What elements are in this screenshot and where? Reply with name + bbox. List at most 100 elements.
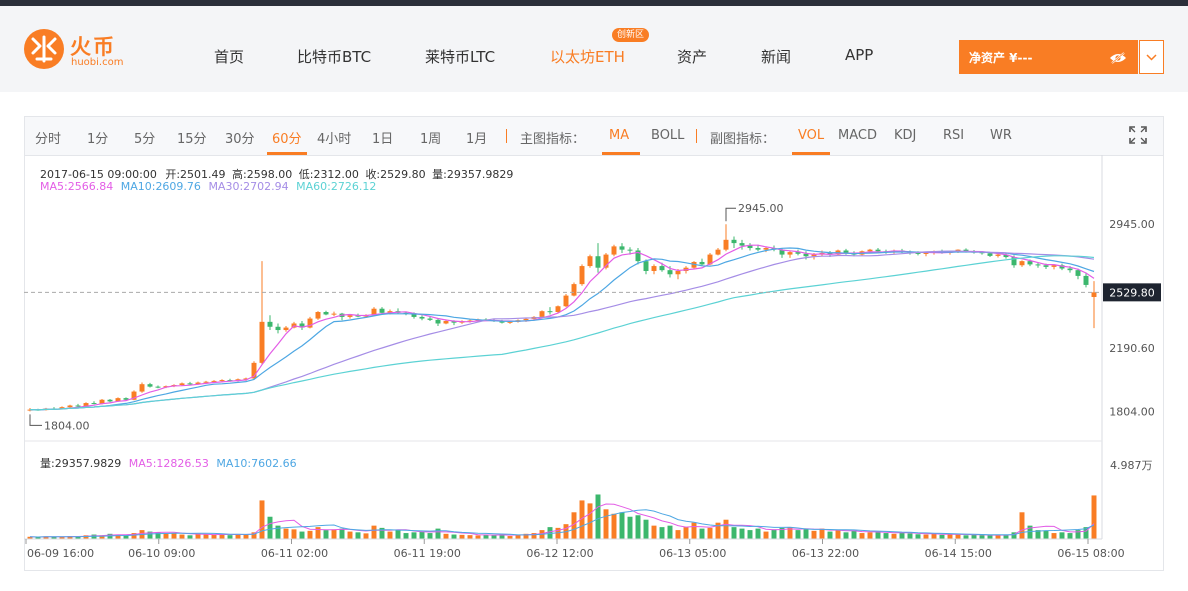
vol-ma5-value: MA5:12826.53 bbox=[128, 457, 209, 470]
period-timeline[interactable]: 分时 bbox=[35, 132, 62, 147]
volume-bar bbox=[371, 525, 377, 539]
candle-body bbox=[275, 326, 281, 331]
volume-bar bbox=[203, 534, 209, 539]
candle-body bbox=[347, 315, 353, 317]
volume-bar bbox=[579, 500, 585, 539]
sub-indicator-kdj[interactable]: KDJ bbox=[894, 128, 917, 143]
nav-app[interactable]: APP bbox=[845, 46, 874, 64]
volume-bar bbox=[83, 535, 89, 539]
candle-body bbox=[195, 382, 201, 385]
min-price-label: 1804.00 bbox=[44, 419, 90, 432]
innovation-zone-badge: 创新区 bbox=[612, 28, 650, 42]
volume-bar bbox=[307, 530, 313, 539]
volume-bar bbox=[803, 529, 809, 539]
candle-body bbox=[243, 378, 249, 380]
candle-body bbox=[75, 405, 81, 407]
volume-bar bbox=[171, 533, 177, 539]
main-indicator-boll[interactable]: BOLL bbox=[651, 128, 685, 143]
volume-bar bbox=[707, 527, 713, 539]
volume-bar bbox=[1051, 533, 1057, 539]
candle-body bbox=[419, 316, 425, 319]
sub-indicator-rsi[interactable]: RSI bbox=[943, 128, 965, 143]
period-5min[interactable]: 5分 bbox=[134, 132, 156, 147]
volume-bar bbox=[411, 532, 417, 539]
period-15min[interactable]: 15分 bbox=[177, 132, 207, 147]
nav-home[interactable]: 首页 bbox=[214, 48, 245, 66]
nav-assets[interactable]: 资产 bbox=[677, 48, 708, 66]
candle-body bbox=[787, 252, 793, 255]
candle-body bbox=[115, 398, 121, 402]
sub-indicator-macd[interactable]: MACD bbox=[838, 128, 877, 143]
volume-bar bbox=[675, 530, 681, 539]
candle-body bbox=[555, 306, 561, 312]
candle-body bbox=[299, 323, 305, 328]
volume-bar bbox=[235, 533, 241, 539]
volume-bar bbox=[155, 532, 161, 539]
period-1day[interactable]: 1日 bbox=[372, 132, 394, 147]
candle-body bbox=[659, 266, 665, 271]
volume-bar bbox=[267, 516, 273, 539]
volume-bar bbox=[1019, 512, 1025, 539]
period-1month[interactable]: 1月 bbox=[466, 132, 488, 147]
candle-body bbox=[1059, 265, 1065, 269]
candle-close: 收:2529.80 bbox=[365, 168, 426, 181]
candle-body bbox=[1083, 275, 1089, 285]
volume-bar bbox=[1067, 533, 1073, 539]
volume-bar bbox=[739, 528, 745, 539]
candle-body bbox=[259, 321, 265, 363]
net-assets-button[interactable]: 净资产 ¥--- bbox=[959, 40, 1138, 74]
candle-body bbox=[411, 313, 417, 317]
sub-indicator-wr[interactable]: WR bbox=[990, 128, 1012, 143]
candle-body bbox=[707, 254, 713, 265]
candle-volume: 量:29357.9829 bbox=[432, 168, 514, 181]
volume-bar bbox=[715, 522, 721, 539]
main-indicator-ma[interactable]: MA bbox=[609, 128, 630, 143]
huobi-logo[interactable]: 火币 huobi.com bbox=[24, 29, 134, 75]
candle-body bbox=[795, 252, 801, 254]
volume-bar bbox=[491, 535, 497, 539]
candle-body bbox=[987, 253, 993, 256]
hide-balance-eye-icon[interactable] bbox=[1109, 50, 1127, 69]
period-1min[interactable]: 1分 bbox=[87, 132, 109, 147]
kline-chart[interactable]: 2529.80 2945.00 2190.60 1804.00 2945.00 1804.… bbox=[24, 155, 1164, 570]
nav-ltc[interactable]: 莱特币LTC bbox=[425, 48, 496, 66]
time-tick-label: 06-15 08:00 bbox=[1057, 547, 1124, 560]
volume-bar bbox=[299, 531, 305, 539]
volume-plot bbox=[27, 494, 1097, 539]
nav-eth[interactable]: 以太坊ETH bbox=[550, 48, 625, 66]
candle-body bbox=[427, 318, 433, 320]
nav-btc[interactable]: 比特币BTC bbox=[297, 48, 372, 66]
sub-indicator-vol[interactable]: VOL bbox=[798, 128, 825, 143]
volume-bar bbox=[1091, 495, 1097, 539]
price-tick-label: 2945.00 bbox=[1109, 218, 1155, 231]
candle-body bbox=[131, 391, 137, 400]
volume-bar bbox=[35, 537, 41, 539]
nav-news[interactable]: 新闻 bbox=[761, 48, 792, 66]
volume-bar bbox=[827, 531, 833, 539]
volume-bar bbox=[851, 530, 857, 539]
volume-bar bbox=[947, 534, 953, 539]
volume-bar bbox=[51, 536, 57, 539]
ma-lines bbox=[29, 244, 1095, 411]
candle-body bbox=[915, 252, 921, 254]
volume-bar bbox=[163, 533, 169, 539]
volume-bar bbox=[211, 534, 217, 539]
candle-info-row: 2017-06-15 09:00:00 开:2501.49 高:2598.00 … bbox=[40, 166, 513, 182]
volume-bar bbox=[1011, 532, 1017, 539]
volume-bar bbox=[67, 536, 73, 539]
candle-body bbox=[611, 246, 617, 255]
period-30min[interactable]: 30分 bbox=[225, 132, 255, 147]
candle-body bbox=[667, 270, 673, 275]
volume-bar bbox=[931, 533, 937, 539]
period-1week[interactable]: 1周 bbox=[420, 132, 442, 147]
fullscreen-icon[interactable] bbox=[1129, 126, 1147, 148]
period-60min[interactable]: 60分 bbox=[272, 132, 302, 147]
period-4h[interactable]: 4小时 bbox=[317, 132, 352, 147]
candle-body bbox=[963, 249, 969, 252]
net-assets-dropdown[interactable] bbox=[1139, 40, 1164, 74]
candle-body bbox=[203, 381, 209, 383]
candle-body bbox=[563, 295, 569, 307]
time-tick-label: 06-09 16:00 bbox=[27, 547, 94, 560]
volume-bar bbox=[403, 533, 409, 539]
volume-bar bbox=[1035, 530, 1041, 539]
